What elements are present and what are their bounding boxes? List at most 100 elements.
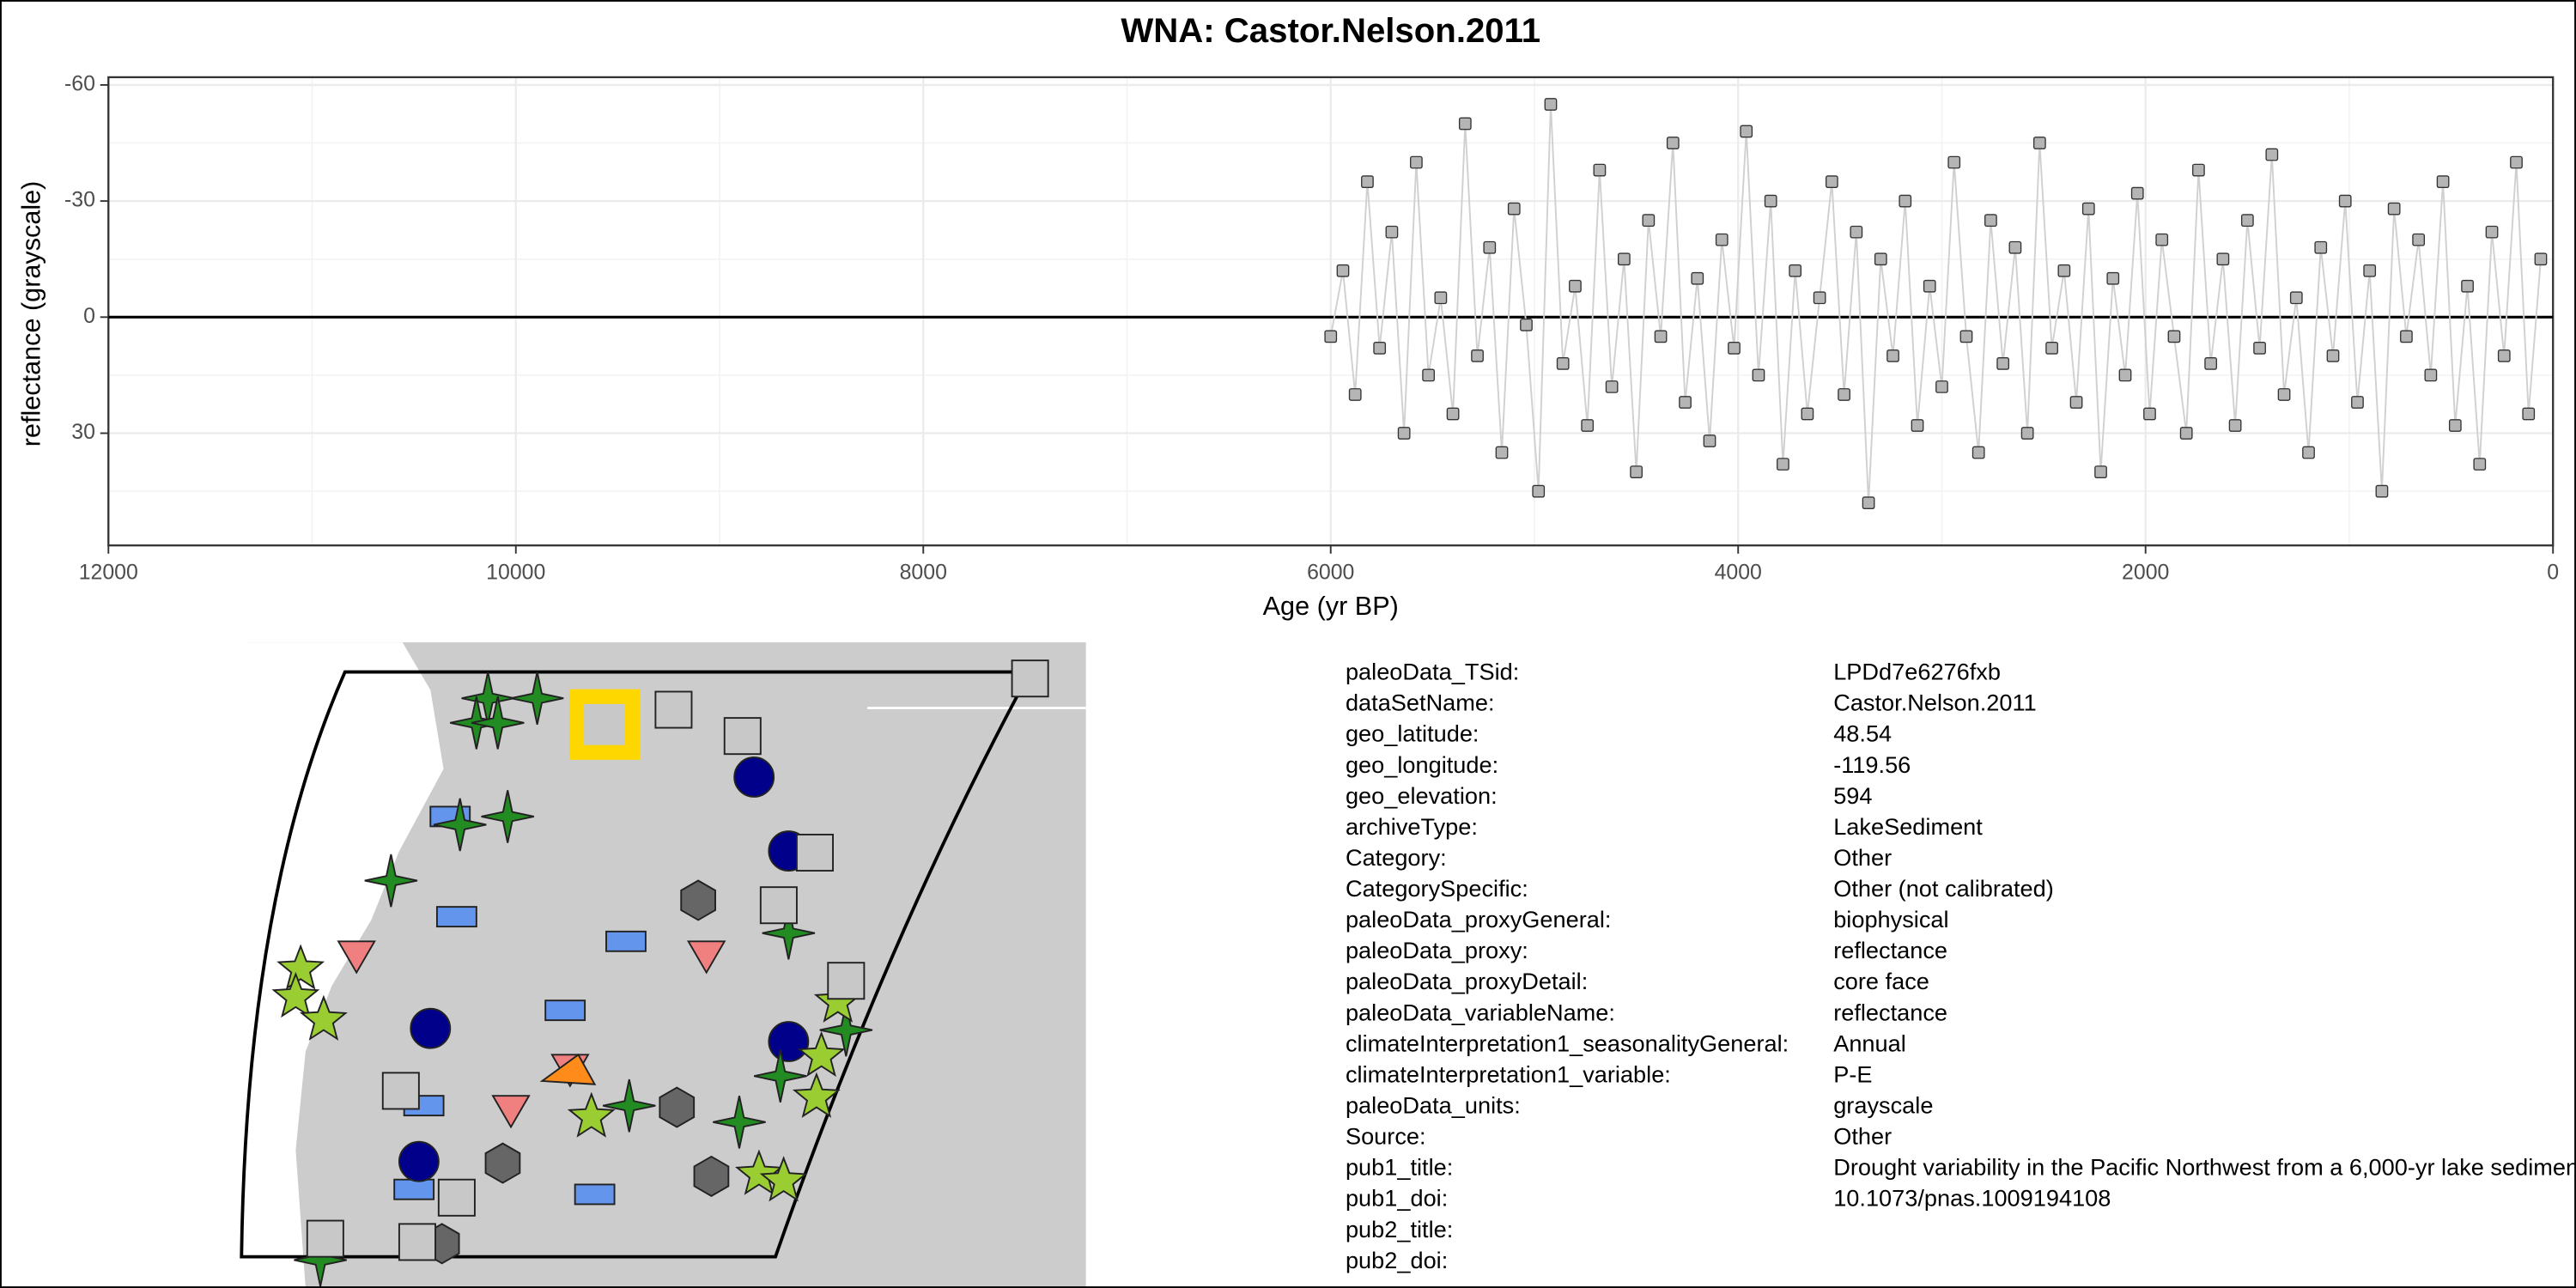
metadata-key: paleoData_proxyGeneral: [1346,906,1611,933]
data-point [2522,407,2536,421]
metadata-key: paleoData_units: [1346,1092,1521,1119]
site-marker [393,1178,435,1200]
data-point [1556,357,1570,370]
region-boundary [240,670,1033,1259]
metadata-value: core face [1833,968,1929,994]
y-axis-label: reflectance (grayscale) [16,181,46,447]
data-point [2436,175,2450,188]
metadata-value: Drought variability in the Pacific North… [1833,1154,2576,1181]
data-point [2314,240,2328,254]
data-point [1715,233,1728,246]
site-marker [410,1007,452,1049]
site-marker [337,940,376,975]
x-tick-label: 10000 [486,560,545,584]
metadata-value: -119.56 [1833,751,1911,778]
data-point [1361,175,1374,188]
site-marker [299,994,348,1041]
site-marker [753,1049,807,1103]
data-point [2179,427,2193,440]
data-point [2106,271,2120,285]
data-point [2265,148,2279,161]
y-tick-label: 0 [83,304,95,328]
data-point [2473,458,2487,471]
site-marker [792,1072,841,1118]
data-point [1959,330,1973,343]
data-point [2338,194,2352,208]
site-marker [759,886,798,925]
data-point [1703,434,1716,447]
site-marker [819,1003,873,1057]
metadata-value: Other (not calibrated) [1833,875,2054,902]
x-tick-label: 6000 [1307,560,1354,584]
site-marker [733,756,775,798]
site-marker [713,1095,766,1149]
site-marker [693,1155,730,1197]
x-axis-label: Age (yr BP) [1263,592,1399,621]
data-point [1458,117,1472,131]
data-point [1618,252,1631,266]
metadata-key: pub1_doi: [1346,1185,1448,1212]
metadata-key: geo_longitude: [1346,751,1498,778]
data-point [1813,291,1826,305]
data-point [1397,427,1411,440]
data-point [2448,419,2462,432]
site-marker [276,944,325,990]
metadata-key: climateInterpretation1_variable: [1346,1060,1671,1087]
data-point [1911,419,1924,432]
data-point [1679,396,1692,409]
site-marker [364,854,418,908]
y-tick-label: -30 [64,188,95,212]
data-point [1838,388,1850,401]
site-marker [398,1140,440,1182]
data-point [2363,264,2377,277]
y-tick-label: 30 [71,420,95,444]
data-point [2216,252,2230,266]
site-marker [491,1095,531,1129]
data-point [2253,342,2266,355]
metadata-key: Source: [1346,1123,1426,1150]
data-point [2351,396,2364,409]
data-point [1850,225,1863,239]
data-point [1471,349,1484,362]
data-point [2155,233,2169,246]
site-marker [398,1223,436,1261]
data-point [1434,291,1448,305]
data-point [1324,330,1338,343]
data-point [1520,318,1533,331]
data-point [2081,202,2095,216]
site-marker [768,1021,810,1062]
chart-title: WNA: Castor.Nelson.2011 [1121,11,1540,50]
site-marker [654,690,693,729]
data-point [2302,446,2315,459]
data-point [1996,357,2010,370]
site-marker [539,1053,597,1085]
data-point [1789,264,1802,277]
y-tick-label: -60 [64,71,95,95]
data-point [1764,194,1777,208]
data-point [2240,214,2254,228]
data-point [2032,137,2046,149]
data-point [1495,446,1509,459]
ocean [246,642,444,1288]
data-point [2534,252,2548,266]
data-point [1446,407,1460,421]
x-tick-label: 0 [2547,560,2559,584]
site-marker [795,833,834,872]
site-marker [567,1091,616,1138]
data-point [1777,458,1789,471]
data-point [1923,279,1936,293]
metadata-key: paleoData_TSid: [1346,659,1519,685]
site-marker [686,940,726,975]
metadata-table: paleoData_TSid: LPDd7e6276fxb dataSetName:… [1346,659,2576,1273]
site-marker [723,717,762,756]
data-line [1329,104,2542,503]
data-point [1605,380,1619,393]
data-point [2143,407,2156,421]
data-point [2510,155,2523,169]
data-point [2400,330,2413,343]
data-point [1654,330,1668,343]
site-marker [605,930,647,952]
data-point [2375,484,2389,498]
site-marker [574,1183,616,1206]
data-point [1971,446,1985,459]
